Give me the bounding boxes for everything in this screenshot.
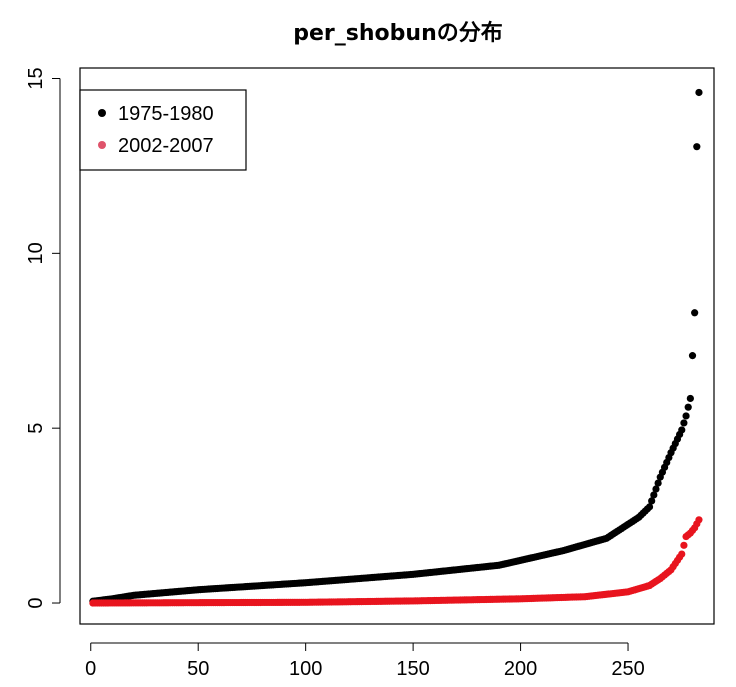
legend-box bbox=[79, 89, 247, 171]
legend-marker-2002-2007 bbox=[98, 141, 106, 149]
data-point bbox=[684, 403, 692, 411]
data-point bbox=[680, 419, 688, 427]
x-tick-label: 150 bbox=[396, 658, 429, 680]
data-point bbox=[652, 485, 660, 493]
y-tick-label: 15 bbox=[25, 67, 47, 89]
y-axis: 0 5 10 15 bbox=[25, 67, 61, 609]
x-tick-label: 100 bbox=[289, 658, 322, 680]
data-point bbox=[678, 550, 686, 558]
legend-marker-1975-1980 bbox=[98, 109, 106, 117]
x-tick-label: 250 bbox=[611, 658, 644, 680]
data-points bbox=[89, 88, 703, 607]
data-point bbox=[678, 426, 686, 434]
data-point bbox=[691, 309, 699, 317]
data-point bbox=[650, 491, 658, 499]
legend-label-2002-2007: 2002-2007 bbox=[118, 135, 214, 157]
data-point bbox=[695, 88, 703, 97]
y-tick-label: 10 bbox=[25, 242, 47, 264]
data-point bbox=[654, 479, 662, 487]
data-point bbox=[686, 394, 694, 403]
plot-frame bbox=[79, 67, 715, 625]
y-tick-label: 0 bbox=[25, 597, 47, 608]
legend-label-1975-1980: 1975-1980 bbox=[118, 103, 214, 125]
data-point bbox=[688, 352, 697, 360]
x-axis: 0 50 100 150 200 250 bbox=[85, 642, 645, 680]
y-tick-label: 5 bbox=[25, 423, 47, 434]
series-2002-2007 bbox=[89, 516, 703, 607]
x-tick-label: 0 bbox=[85, 658, 96, 680]
data-point bbox=[695, 516, 703, 524]
x-tick-label: 50 bbox=[187, 658, 209, 680]
chart-title: per_shobunの分布 bbox=[293, 20, 502, 46]
data-point bbox=[645, 503, 654, 511]
data-point bbox=[680, 541, 688, 549]
legend: 1975-1980 2002-2007 bbox=[79, 89, 247, 171]
data-point bbox=[682, 412, 690, 420]
x-tick-label: 200 bbox=[504, 658, 537, 680]
data-point bbox=[693, 143, 701, 151]
data-point bbox=[648, 497, 656, 505]
